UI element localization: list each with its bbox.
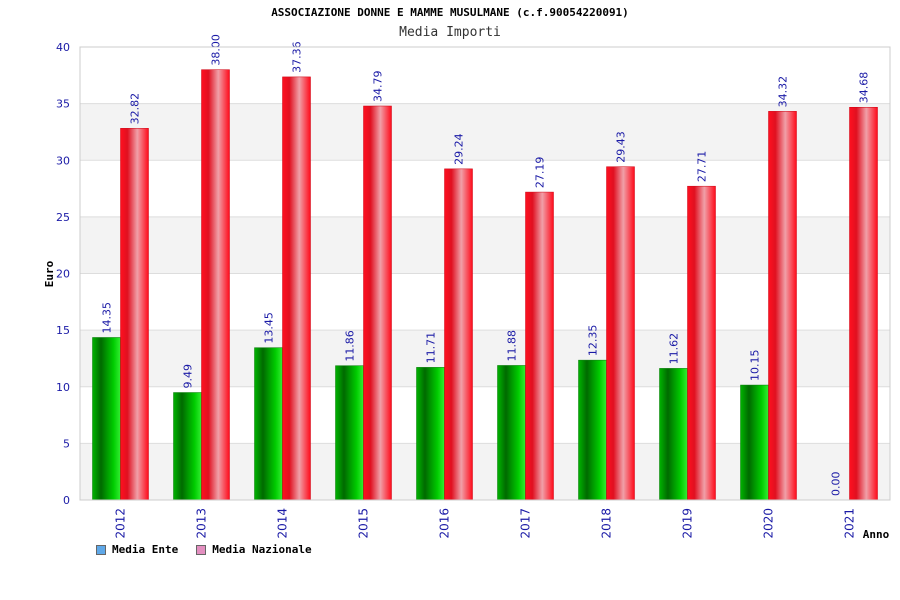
x-tick-label: 2020	[762, 508, 776, 539]
data-label: 37.36	[291, 41, 304, 73]
bar-media-ente	[335, 365, 364, 501]
x-tick-label: 2021	[843, 508, 857, 539]
legend-swatch-media-nazionale	[196, 544, 207, 555]
x-tick-label: 2012	[114, 508, 128, 539]
data-label: 14.35	[101, 302, 114, 334]
x-tick-label: 2018	[600, 508, 614, 539]
legend-item-media-nazionale: Media Nazionale	[196, 543, 312, 556]
data-label: 11.86	[344, 330, 357, 362]
legend-label-media-ente: Media Ente	[112, 543, 179, 556]
x-tick-label: 2017	[519, 508, 533, 539]
x-tick-label: 2016	[438, 508, 452, 539]
plot-border	[79, 46, 891, 501]
bars	[92, 69, 878, 501]
y-tick-label: 5	[63, 437, 70, 450]
data-label: 11.71	[425, 332, 438, 364]
y-tick-label: 30	[56, 154, 70, 167]
bar-media-nazionale	[363, 105, 392, 501]
x-tick-label: 2015	[357, 508, 371, 539]
data-label: 32.82	[129, 93, 142, 125]
x-tick-label: 2013	[195, 508, 209, 539]
x-tick-label: 2014	[276, 508, 290, 539]
data-label: 34.79	[372, 71, 385, 103]
bar-media-nazionale	[201, 69, 230, 501]
bar-media-ente	[92, 337, 121, 501]
bar-media-ente	[497, 365, 526, 501]
axes: 0 5 10 15 20 25 30 35 40 2012 2013 2014 2015 2016 2017…	[56, 41, 891, 539]
data-label: 11.88	[506, 330, 519, 362]
data-label: 27.19	[534, 157, 547, 189]
bar-media-nazionale	[687, 185, 716, 501]
x-axis-label: Anno	[863, 528, 890, 541]
data-label: 29.24	[453, 133, 466, 165]
bar-media-nazionale	[282, 76, 311, 501]
data-label: 0.00	[830, 472, 843, 497]
bar-media-ente	[254, 347, 283, 501]
y-tick-label: 20	[56, 268, 70, 281]
bar-media-ente	[659, 368, 688, 501]
data-label: 34.68	[858, 72, 871, 104]
data-label: 11.62	[668, 333, 681, 365]
y-tick-label: 15	[56, 324, 70, 337]
data-label: 12.35	[587, 325, 600, 357]
bar-media-nazionale	[444, 168, 473, 501]
y-tick-label: 0	[63, 494, 70, 507]
data-label: 27.71	[696, 151, 709, 183]
data-label: 38.00	[210, 34, 223, 66]
data-label: 10.15	[749, 350, 762, 382]
chart-title: ASSOCIAZIONE DONNE E MAMME MUSULMANE (c.…	[271, 6, 629, 19]
data-label: 29.43	[615, 131, 628, 163]
bar-media-nazionale	[120, 128, 149, 501]
bar-media-nazionale	[768, 111, 797, 501]
data-label: 34.32	[777, 76, 790, 108]
y-tick-label: 35	[56, 98, 70, 111]
bar-media-ente	[578, 359, 607, 501]
data-label: 9.49	[182, 364, 195, 389]
data-label: 13.45	[263, 312, 276, 344]
bar-media-ente	[416, 367, 445, 501]
legend: Media Ente Media Nazionale	[96, 543, 312, 556]
chart-subtitle: Media Importi	[399, 25, 501, 40]
y-tick-label: 10	[56, 381, 70, 394]
y-tick-label: 25	[56, 211, 70, 224]
bar-media-nazionale	[606, 166, 635, 501]
x-tick-label: 2019	[681, 508, 695, 539]
bar-media-nazionale	[849, 106, 878, 501]
legend-item-media-ente: Media Ente	[96, 543, 178, 556]
bar-media-ente	[173, 392, 202, 501]
bar-media-nazionale	[525, 191, 554, 501]
y-axis-label: Euro	[43, 260, 56, 287]
legend-swatch-media-ente	[96, 544, 106, 555]
legend-label-media-nazionale: Media Nazionale	[212, 543, 312, 556]
data-labels: 14.35 32.82 9.49 38.00 13.45 37.36 11.86 34.79 1…	[101, 34, 871, 496]
y-tick-label: 40	[56, 41, 70, 54]
bar-media-ente	[740, 384, 769, 501]
